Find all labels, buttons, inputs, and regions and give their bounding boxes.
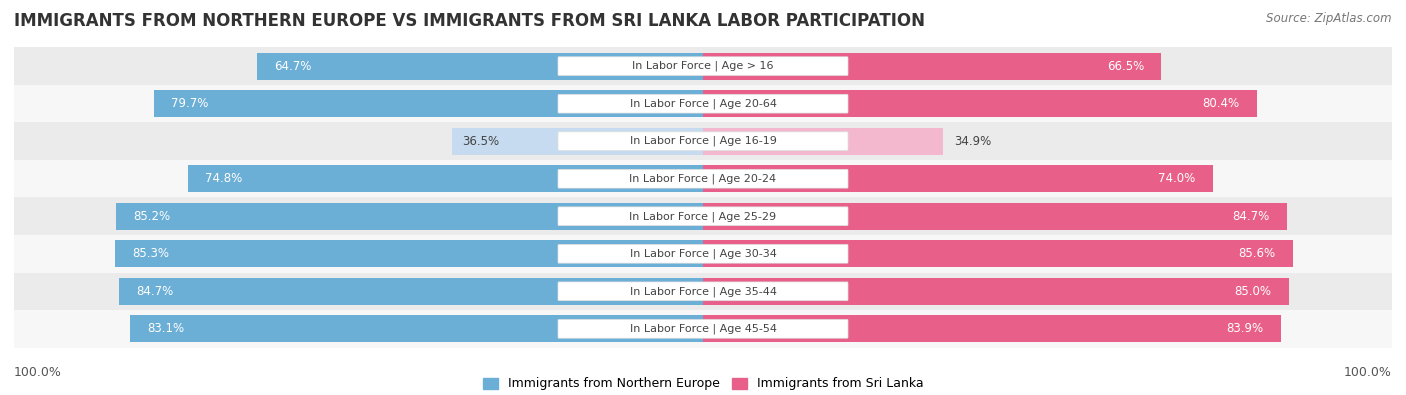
Text: 100.0%: 100.0% [14,366,62,379]
Bar [703,315,1281,342]
Bar [14,310,1392,348]
Bar [14,85,1392,122]
Text: In Labor Force | Age 20-64: In Labor Force | Age 20-64 [630,98,776,109]
Text: 100.0%: 100.0% [1344,366,1392,379]
Bar [703,128,943,155]
Legend: Immigrants from Northern Europe, Immigrants from Sri Lanka: Immigrants from Northern Europe, Immigra… [478,372,928,395]
Text: In Labor Force | Age 16-19: In Labor Force | Age 16-19 [630,136,776,147]
Text: 83.1%: 83.1% [148,322,184,335]
Text: 74.0%: 74.0% [1159,172,1195,185]
Bar [451,128,703,155]
Text: 36.5%: 36.5% [461,135,499,148]
Text: In Labor Force | Age > 16: In Labor Force | Age > 16 [633,61,773,71]
Bar [117,203,703,230]
Text: Source: ZipAtlas.com: Source: ZipAtlas.com [1267,12,1392,25]
Bar [703,90,1257,117]
Bar [14,273,1392,310]
Bar [703,53,1161,80]
Bar [14,235,1392,273]
Text: In Labor Force | Age 30-34: In Labor Force | Age 30-34 [630,248,776,259]
Text: 64.7%: 64.7% [274,60,312,73]
Bar [703,203,1286,230]
FancyBboxPatch shape [558,282,848,301]
Bar [153,90,703,117]
Bar [187,165,703,192]
Text: 79.7%: 79.7% [172,97,208,110]
FancyBboxPatch shape [558,245,848,263]
FancyBboxPatch shape [558,57,848,75]
Bar [14,198,1392,235]
Text: 83.9%: 83.9% [1226,322,1264,335]
Text: 85.3%: 85.3% [132,247,170,260]
Text: 80.4%: 80.4% [1202,97,1240,110]
Text: In Labor Force | Age 25-29: In Labor Force | Age 25-29 [630,211,776,222]
Text: In Labor Force | Age 45-54: In Labor Force | Age 45-54 [630,324,776,334]
Text: 85.0%: 85.0% [1234,285,1271,298]
Text: 34.9%: 34.9% [953,135,991,148]
Text: In Labor Force | Age 20-24: In Labor Force | Age 20-24 [630,173,776,184]
Bar [703,278,1289,305]
Text: 85.2%: 85.2% [134,210,170,223]
Bar [14,47,1392,85]
Text: 85.6%: 85.6% [1239,247,1275,260]
Bar [257,53,703,80]
FancyBboxPatch shape [558,132,848,150]
Bar [14,160,1392,198]
Bar [703,165,1213,192]
Bar [131,315,703,342]
Text: 74.8%: 74.8% [205,172,242,185]
Bar [115,240,703,267]
FancyBboxPatch shape [558,320,848,338]
Text: 66.5%: 66.5% [1107,60,1144,73]
Bar [120,278,703,305]
FancyBboxPatch shape [558,94,848,113]
FancyBboxPatch shape [558,207,848,226]
Bar [14,122,1392,160]
Text: IMMIGRANTS FROM NORTHERN EUROPE VS IMMIGRANTS FROM SRI LANKA LABOR PARTICIPATION: IMMIGRANTS FROM NORTHERN EUROPE VS IMMIG… [14,12,925,30]
FancyBboxPatch shape [558,169,848,188]
Bar [703,240,1292,267]
Text: 84.7%: 84.7% [1232,210,1270,223]
Text: 84.7%: 84.7% [136,285,174,298]
Text: In Labor Force | Age 35-44: In Labor Force | Age 35-44 [630,286,776,297]
